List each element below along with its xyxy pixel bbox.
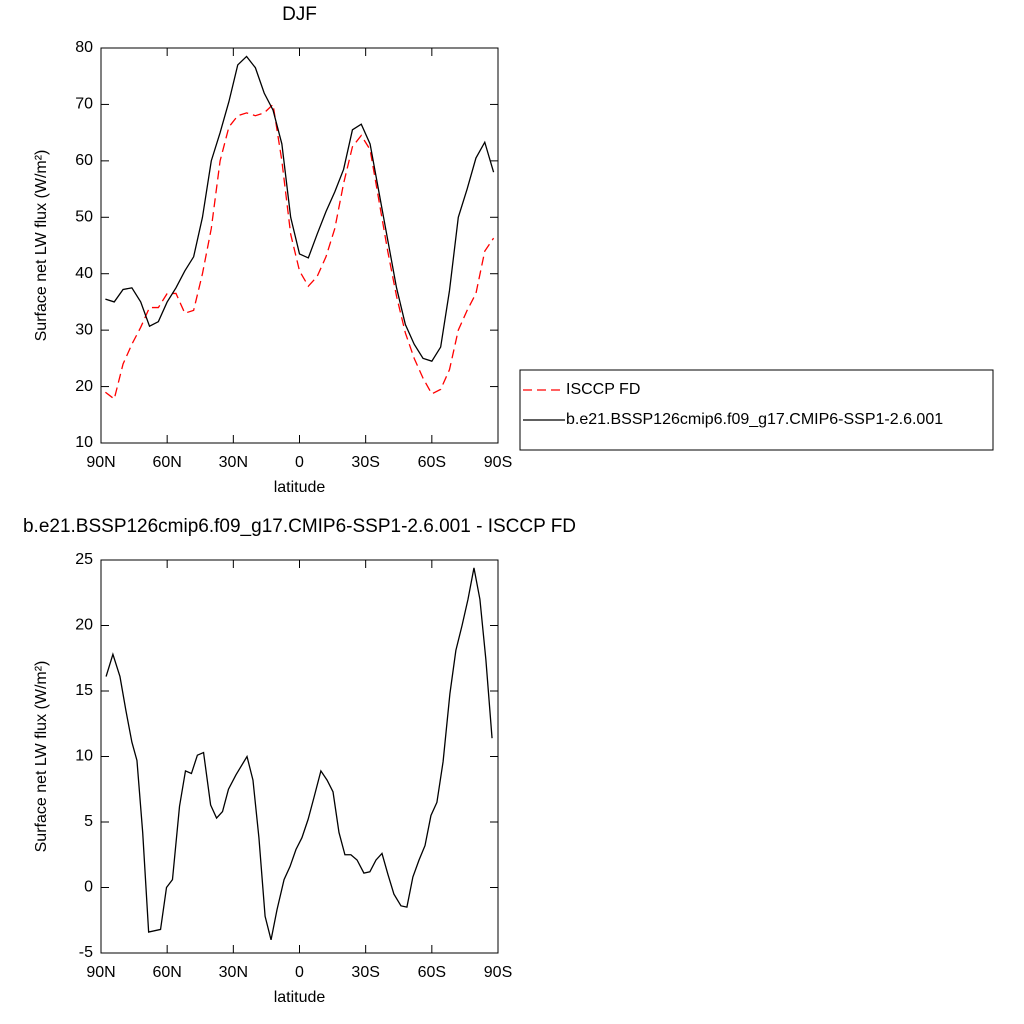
data-line <box>105 55 495 362</box>
data-line <box>105 567 493 941</box>
x-tick-label: 30N <box>219 454 248 471</box>
y-tick-label: 20 <box>75 617 93 634</box>
x-axis-label: latitude <box>274 479 326 496</box>
y-tick-label: 80 <box>75 39 93 56</box>
legend-box <box>519 369 994 451</box>
y-tick-label: 30 <box>75 321 93 338</box>
x-tick-label: 60N <box>152 964 181 981</box>
y-tick-label: -5 <box>79 944 93 961</box>
y-tick-label: 10 <box>75 434 93 451</box>
y-tick-label: 10 <box>75 748 93 765</box>
legend-label: ISCCP FD <box>566 381 640 398</box>
x-tick-label: 90S <box>484 964 512 981</box>
y-tick-label: 60 <box>75 152 93 169</box>
x-axis-label: latitude <box>274 989 326 1006</box>
y-axis-label: Surface net LW flux (W/m²) <box>33 661 50 853</box>
chart-title: DJF <box>282 4 317 25</box>
y-axis-label: Surface net LW flux (W/m²) <box>33 150 50 342</box>
x-tick-label: 30S <box>351 454 379 471</box>
x-tick-label: 0 <box>295 454 304 471</box>
x-tick-label: 30N <box>219 964 248 981</box>
y-tick-label: 15 <box>75 682 93 699</box>
x-tick-label: 90N <box>86 454 115 471</box>
data-line <box>105 103 495 401</box>
x-tick-label: 0 <box>295 964 304 981</box>
x-tick-label: 60N <box>152 454 181 471</box>
x-tick-label: 90S <box>484 454 512 471</box>
x-tick-label: 30S <box>351 964 379 981</box>
x-tick-label: 90N <box>86 964 115 981</box>
y-tick-label: 5 <box>84 813 93 830</box>
plot-frame <box>100 559 499 954</box>
y-tick-label: 40 <box>75 265 93 282</box>
y-tick-label: 50 <box>75 209 93 226</box>
y-tick-label: 70 <box>75 96 93 113</box>
plot-frame <box>100 47 499 444</box>
legend-label: b.e21.BSSP126cmip6.f09_g17.CMIP6-SSP1-2.… <box>566 411 943 428</box>
y-tick-label: 25 <box>75 551 93 568</box>
y-tick-label: 20 <box>75 378 93 395</box>
x-tick-label: 60S <box>418 454 446 471</box>
y-tick-label: 0 <box>84 879 93 896</box>
x-tick-label: 60S <box>418 964 446 981</box>
chart-title: b.e21.BSSP126cmip6.f09_g17.CMIP6-SSP1-2.… <box>23 516 576 537</box>
